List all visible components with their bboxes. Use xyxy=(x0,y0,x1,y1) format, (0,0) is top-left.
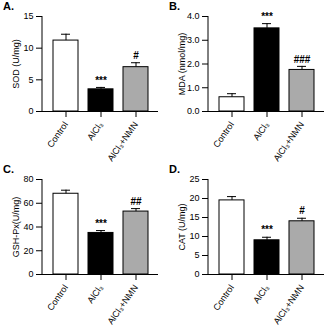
svg-text:***: *** xyxy=(95,218,107,229)
svg-text:Control: Control xyxy=(211,283,236,313)
svg-text:CAT (U/mg): CAT (U/mg) xyxy=(177,203,187,250)
svg-text:***: *** xyxy=(261,224,273,235)
svg-text:15: 15 xyxy=(189,212,199,222)
svg-text:Control: Control xyxy=(45,283,70,313)
svg-text:GSH-Px(U/mg): GSH-Px(U/mg) xyxy=(11,197,21,258)
svg-text:AlCl₃+NMN: AlCl₃+NMN xyxy=(271,283,306,326)
svg-text:0: 0 xyxy=(28,269,33,279)
svg-text:25: 25 xyxy=(189,174,199,184)
html-text:A.: A. xyxy=(3,0,14,12)
svg-text:3.0: 3.0 xyxy=(187,35,200,45)
svg-text:#: # xyxy=(133,50,139,61)
svg-text:MDA (nmol/mg): MDA (nmol/mg) xyxy=(177,33,187,96)
svg-text:AlCl₃: AlCl₃ xyxy=(85,120,105,143)
svg-text:***: *** xyxy=(95,75,107,86)
svg-text:***: *** xyxy=(261,11,273,22)
svg-text:80: 80 xyxy=(23,174,33,184)
svg-text:AlCl₃+NMN: AlCl₃+NMN xyxy=(105,283,140,326)
html-text:B.: B. xyxy=(169,0,180,12)
svg-text:0: 0 xyxy=(194,269,199,279)
svg-text:2.0: 2.0 xyxy=(187,59,200,69)
svg-text:AlCl₃+NMN: AlCl₃+NMN xyxy=(271,120,306,163)
svg-text:#: # xyxy=(299,205,305,216)
svg-text:AlCl₃+NMN: AlCl₃+NMN xyxy=(105,120,140,163)
svg-text:5: 5 xyxy=(28,75,33,85)
svg-text:0: 0 xyxy=(28,106,33,116)
svg-text:AlCl₃: AlCl₃ xyxy=(85,283,105,306)
svg-text:20: 20 xyxy=(189,193,199,203)
svg-text:10: 10 xyxy=(189,231,199,241)
svg-text:SOD (U/mg): SOD (U/mg) xyxy=(11,39,21,89)
svg-text:AlCl₃: AlCl₃ xyxy=(251,120,271,143)
svg-text:1.0: 1.0 xyxy=(187,83,200,93)
svg-text:##: ## xyxy=(130,196,142,207)
svg-text:20: 20 xyxy=(23,246,33,256)
svg-text:15: 15 xyxy=(23,11,33,21)
svg-text:Control: Control xyxy=(45,120,70,150)
svg-text:40: 40 xyxy=(23,222,33,232)
svg-text:4.0: 4.0 xyxy=(187,11,200,21)
svg-text:0.0: 0.0 xyxy=(187,106,200,116)
svg-text:AlCl₃: AlCl₃ xyxy=(251,283,271,306)
svg-text:Control: Control xyxy=(211,120,236,150)
svg-text:###: ### xyxy=(294,54,311,65)
html-text:D.: D. xyxy=(169,163,180,175)
svg-text:10: 10 xyxy=(23,43,33,53)
svg-text:5: 5 xyxy=(194,250,199,260)
svg-text:60: 60 xyxy=(23,198,33,208)
html-text:C.: C. xyxy=(3,163,14,175)
